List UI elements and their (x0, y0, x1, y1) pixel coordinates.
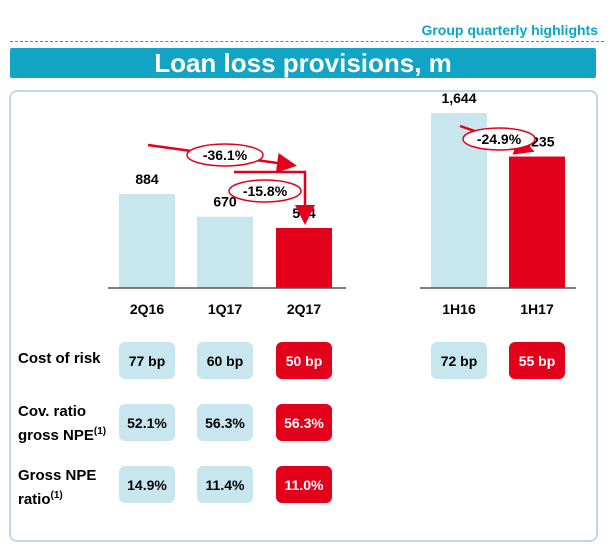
metric-pill: 60 bp (197, 342, 253, 379)
bar-2q17 (276, 227, 332, 288)
metric-pill: 52.1% (119, 404, 175, 441)
category-label-2q17: 2Q17 (287, 301, 321, 317)
change-ellipse-3 (462, 127, 536, 151)
page-title: Loan loss provisions, m (10, 48, 596, 78)
bar-1h17 (509, 156, 565, 288)
change-label-3: -24.9% (477, 131, 522, 147)
value-label-1h16: 1,644 (441, 90, 476, 106)
chart-panel (9, 90, 598, 542)
metric-pill: 11.4% (197, 466, 253, 503)
metric-pill: 77 bp (119, 342, 175, 379)
metric-pill: 56.3% (276, 404, 332, 441)
metric-pill: 55 bp (509, 342, 565, 379)
change-label-1: -36.1% (203, 147, 248, 163)
metric-pill: 14.9% (119, 466, 175, 503)
change-label-2: -15.8% (243, 183, 288, 199)
category-label-1q17: 1Q17 (208, 301, 242, 317)
row-label-coverage-ratio: Cov. ratio gross NPE(1) (18, 403, 107, 444)
section-divider (10, 41, 604, 42)
category-label-2q16: 2Q16 (130, 301, 164, 317)
bar-1q17 (197, 216, 253, 288)
change-ellipse-2 (228, 179, 302, 203)
row-label-cost-of-risk: Cost of risk (18, 350, 101, 367)
metric-pill: 72 bp (431, 342, 487, 379)
section-label: Group quarterly highlights (421, 22, 598, 38)
change-ellipse-1 (186, 143, 264, 167)
metric-pill: 50 bp (276, 342, 332, 379)
change-arrow-2 (234, 170, 315, 225)
bar-2q16 (119, 193, 175, 288)
value-label-2q16: 884 (135, 171, 159, 187)
metric-pill: 11.0% (276, 466, 332, 503)
row-label-gross-npe-ratio: Gross NPE ratio(1) (18, 467, 97, 508)
metric-pill: 56.3% (197, 404, 253, 441)
value-label-1q17: 670 (213, 194, 237, 210)
category-label-1h17: 1H17 (520, 301, 554, 317)
category-label-1h16: 1H16 (442, 301, 476, 317)
